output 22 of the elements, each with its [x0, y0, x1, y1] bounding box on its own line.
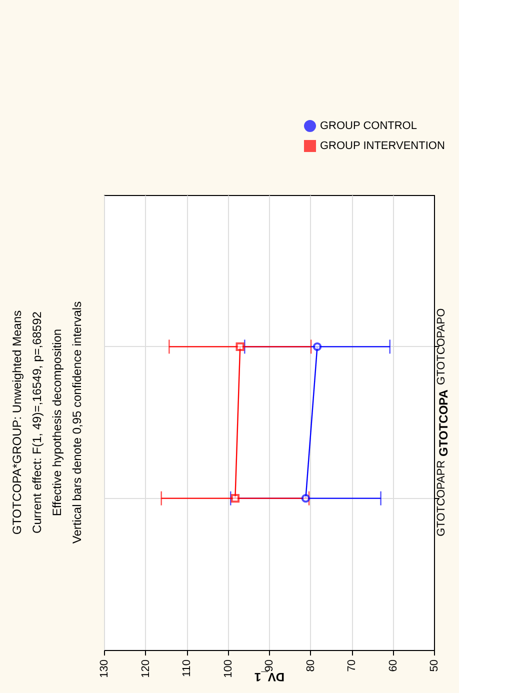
legend-label: GROUP CONTROL — [320, 120, 417, 132]
x-tick-label: 70 — [346, 660, 358, 672]
x-tick-label: 100 — [222, 660, 234, 678]
x-tick-label: 130 — [98, 660, 110, 678]
text: Effective hypothesis decomposition — [50, 328, 64, 516]
y-tick-label: GTOTCOPAPR — [436, 460, 448, 536]
text: Vertical bars denote 0,95 confidence intervals — [70, 301, 84, 544]
point — [236, 342, 244, 352]
x-tick-label: 120 — [140, 660, 152, 678]
y-axis-title: GTOTCOPA — [436, 389, 450, 456]
x-tick-label: 60 — [387, 660, 400, 672]
point — [312, 342, 322, 352]
x-tick-label: 90 — [264, 660, 276, 672]
text: Current effect: F(1, 49)=,16549, p=,68592 — [30, 311, 44, 534]
text: GTOTCOPA*GROUP: Unweighted Means — [10, 310, 24, 535]
y-tick-label: GTOTCOPAPO — [436, 308, 448, 385]
point — [230, 494, 240, 503]
legend-label: GROUP INTERVENTION — [320, 140, 445, 152]
point — [301, 494, 310, 503]
x-tick-label: 110 — [181, 660, 193, 678]
x-tick-label: 80 — [304, 660, 317, 672]
x-tick-label: 50 — [428, 660, 440, 672]
